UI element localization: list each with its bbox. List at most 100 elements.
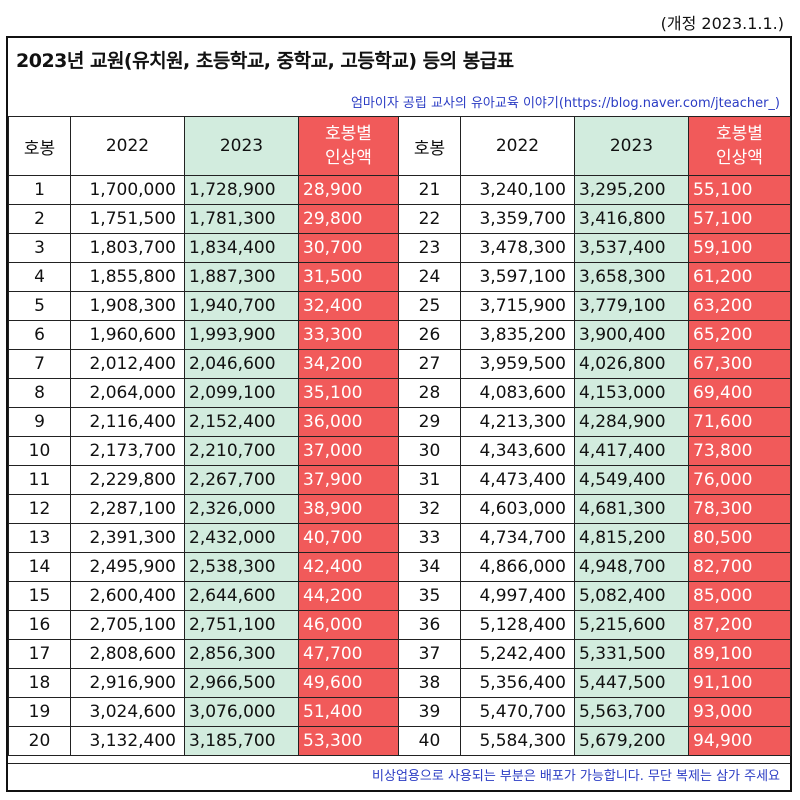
salary-2022-cell: 3,835,200 <box>460 320 575 350</box>
salary-2023-cell: 2,751,100 <box>184 610 299 640</box>
step-cell: 3 <box>8 233 71 263</box>
salary-sheet: (개정 2023.1.1.) 2023년 교원(유치원, 초등학교, 중학교, … <box>4 4 796 796</box>
step-cell: 11 <box>8 465 71 495</box>
salary-2023-cell: 4,026,800 <box>574 349 689 379</box>
salary-2023-cell: 4,948,700 <box>574 552 689 582</box>
salary-2023-cell: 1,781,300 <box>184 204 299 234</box>
header-hobong-right: 호봉 <box>398 116 461 176</box>
salary-2022-cell: 4,343,600 <box>460 436 575 466</box>
step-cell: 33 <box>398 523 461 553</box>
table-row: 3 1,803,700 1,834,400 30,700 23 3,478,300 3,53… <box>8 233 791 263</box>
step-cell: 30 <box>398 436 461 466</box>
salary-2022-cell: 3,240,100 <box>460 175 575 205</box>
revision-note: (개정 2023.1.1.) <box>660 14 784 33</box>
header-hobong-left: 호봉 <box>8 116 71 176</box>
salary-2023-cell: 5,447,500 <box>574 668 689 698</box>
salary-2022-cell: 1,855,800 <box>70 262 185 292</box>
header-increase-left: 호봉별 인상액 <box>298 116 399 176</box>
source-link[interactable]: 엄마이자 공립 교사의 유아교육 이야기(https://blog.naver.… <box>350 96 780 111</box>
step-cell: 38 <box>398 668 461 698</box>
table-row: 18 2,916,900 2,966,500 49,600 38 5,356,400 5,4… <box>8 668 791 698</box>
salary-2023-cell: 2,152,400 <box>184 407 299 437</box>
salary-2022-cell: 2,808,600 <box>70 639 185 669</box>
table-row: 8 2,064,000 2,099,100 35,100 28 4,083,600 4,15… <box>8 378 791 408</box>
table-row: 15 2,600,400 2,644,600 44,200 35 4,997,400 5,0… <box>8 581 791 611</box>
salary-2022-cell: 3,959,500 <box>460 349 575 379</box>
salary-2023-cell: 2,046,600 <box>184 349 299 379</box>
step-cell: 17 <box>8 639 71 669</box>
salary-2022-cell: 4,473,400 <box>460 465 575 495</box>
increase-cell: 33,300 <box>298 320 399 350</box>
salary-2022-cell: 5,470,700 <box>460 697 575 727</box>
table-row: 10 2,173,700 2,210,700 37,000 30 4,343,600 4,4… <box>8 436 791 466</box>
salary-2023-cell: 2,966,500 <box>184 668 299 698</box>
header-row: 호봉 2022 2023 호봉별 인상액 호봉 2022 2023 호봉별 인상… <box>8 116 791 176</box>
salary-2023-cell: 4,815,200 <box>574 523 689 553</box>
salary-2022-cell: 3,478,300 <box>460 233 575 263</box>
step-cell: 27 <box>398 349 461 379</box>
header-2023-right: 2023 <box>574 116 689 176</box>
increase-cell: 78,300 <box>688 494 791 524</box>
salary-2023-cell: 3,416,800 <box>574 204 689 234</box>
increase-cell: 32,400 <box>298 291 399 321</box>
salary-2022-cell: 4,997,400 <box>460 581 575 611</box>
header-2022-left: 2022 <box>70 116 185 176</box>
header-increase-line1: 호봉별 <box>325 124 372 144</box>
salary-2022-cell: 5,584,300 <box>460 726 575 756</box>
increase-cell: 42,400 <box>298 552 399 582</box>
increase-cell: 30,700 <box>298 233 399 263</box>
step-cell: 26 <box>398 320 461 350</box>
table-row: 17 2,808,600 2,856,300 47,700 37 5,242,400 5,3… <box>8 639 791 669</box>
salary-2022-cell: 2,173,700 <box>70 436 185 466</box>
header-increase-right: 호봉별 인상액 <box>688 116 791 176</box>
salary-2023-cell: 4,681,300 <box>574 494 689 524</box>
salary-2022-cell: 5,128,400 <box>460 610 575 640</box>
step-cell: 2 <box>8 204 71 234</box>
increase-cell: 65,200 <box>688 320 791 350</box>
increase-cell: 71,600 <box>688 407 791 437</box>
increase-cell: 87,200 <box>688 610 791 640</box>
table-row: 5 1,908,300 1,940,700 32,400 25 3,715,900 3,77… <box>8 291 791 321</box>
table-row: 14 2,495,900 2,538,300 42,400 34 4,866,000 4,9… <box>8 552 791 582</box>
increase-cell: 38,900 <box>298 494 399 524</box>
increase-cell: 37,000 <box>298 436 399 466</box>
salary-2022-cell: 4,866,000 <box>460 552 575 582</box>
salary-2022-cell: 4,603,000 <box>460 494 575 524</box>
salary-2022-cell: 2,600,400 <box>70 581 185 611</box>
salary-2022-cell: 3,024,600 <box>70 697 185 727</box>
increase-cell: 53,300 <box>298 726 399 756</box>
step-cell: 35 <box>398 581 461 611</box>
salary-2022-cell: 3,715,900 <box>460 291 575 321</box>
table-row: 11 2,229,800 2,267,700 37,900 31 4,473,400 4,5… <box>8 465 791 495</box>
increase-cell: 51,400 <box>298 697 399 727</box>
salary-2023-cell: 2,326,000 <box>184 494 299 524</box>
salary-2022-cell: 1,960,600 <box>70 320 185 350</box>
header-2023-left: 2023 <box>184 116 299 176</box>
increase-cell: 61,200 <box>688 262 791 292</box>
table-row: 7 2,012,400 2,046,600 34,200 27 3,959,500 4,02… <box>8 349 791 379</box>
salary-2023-cell: 4,284,900 <box>574 407 689 437</box>
header-increase-line2: 인상액 <box>325 148 372 168</box>
table-row: 19 3,024,600 3,076,000 51,400 39 5,470,700 5,5… <box>8 697 791 727</box>
salary-2022-cell: 4,213,300 <box>460 407 575 437</box>
table-row: 13 2,391,300 2,432,000 40,700 33 4,734,700 4,8… <box>8 523 791 553</box>
salary-2023-cell: 5,082,400 <box>574 581 689 611</box>
salary-2022-cell: 2,287,100 <box>70 494 185 524</box>
salary-2023-cell: 2,856,300 <box>184 639 299 669</box>
salary-2022-cell: 3,132,400 <box>70 726 185 756</box>
step-cell: 15 <box>8 581 71 611</box>
salary-2022-cell: 1,751,500 <box>70 204 185 234</box>
step-cell: 19 <box>8 697 71 727</box>
table-row: 4 1,855,800 1,887,300 31,500 24 3,597,100 3,65… <box>8 262 791 292</box>
step-cell: 32 <box>398 494 461 524</box>
salary-2023-cell: 3,900,400 <box>574 320 689 350</box>
step-cell: 20 <box>8 726 71 756</box>
salary-2023-cell: 3,658,300 <box>574 262 689 292</box>
increase-cell: 89,100 <box>688 639 791 669</box>
salary-2022-cell: 1,908,300 <box>70 291 185 321</box>
increase-cell: 49,600 <box>298 668 399 698</box>
salary-2023-cell: 1,834,400 <box>184 233 299 263</box>
salary-2023-cell: 2,267,700 <box>184 465 299 495</box>
step-cell: 23 <box>398 233 461 263</box>
step-cell: 12 <box>8 494 71 524</box>
